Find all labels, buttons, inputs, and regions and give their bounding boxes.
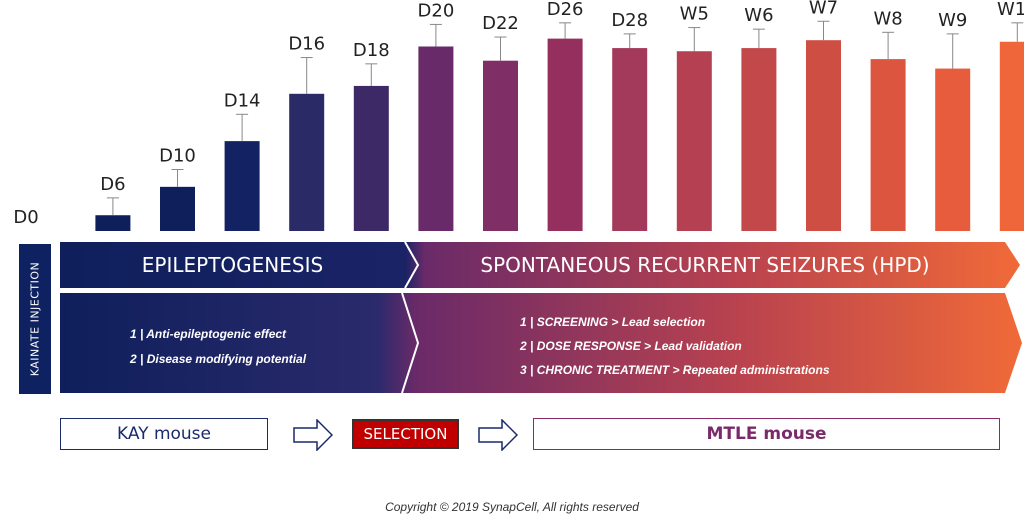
srs-item-1: 1 | SCREENING > Lead selection xyxy=(520,315,706,329)
bar-d14 xyxy=(224,141,260,231)
label-d20: D20 xyxy=(418,0,455,21)
label-d14: D14 xyxy=(224,90,261,111)
bar-w5 xyxy=(676,51,712,231)
srs-item-2: 2 | DOSE RESPONSE > Lead validation xyxy=(520,339,742,353)
bar-d16 xyxy=(289,93,325,231)
bar-w6 xyxy=(741,48,777,232)
label-w5: W5 xyxy=(680,4,709,25)
kay-mouse-box: KAY mouse xyxy=(60,418,268,450)
label-d28: D28 xyxy=(611,10,648,31)
bar-d10 xyxy=(160,186,195,231)
label-w6: W6 xyxy=(744,5,773,26)
label-w10: W10 xyxy=(997,0,1024,20)
label-d0: D0 xyxy=(13,207,38,228)
phase-banner xyxy=(60,242,1020,288)
bar-d6 xyxy=(95,215,131,231)
ep-item-1: 1 | Anti-epileptogenic effect xyxy=(130,327,287,341)
bar-w7 xyxy=(806,40,841,231)
epileptogenesis-items: 1 | Anti-epileptogenic effect 2 | Diseas… xyxy=(130,322,306,372)
label-d10: D10 xyxy=(159,146,196,167)
mtle-mouse-box: MTLE mouse xyxy=(533,418,1000,450)
arrow-right-icon xyxy=(293,419,333,451)
bar-d26 xyxy=(547,38,583,231)
kainate-injection-text: KAINATE INJECTION xyxy=(28,261,42,377)
bar-d20 xyxy=(418,46,454,231)
bar-d18 xyxy=(353,85,389,231)
kainate-injection-label: KAINATE INJECTION xyxy=(19,244,51,394)
bar-w9 xyxy=(935,68,971,231)
label-d6: D6 xyxy=(100,174,125,195)
ep-item-2: 2 | Disease modifying potential xyxy=(130,352,307,366)
selection-box: SELECTION xyxy=(352,419,459,449)
label-w8: W8 xyxy=(873,8,902,29)
details-banner xyxy=(60,293,1022,393)
label-w9: W9 xyxy=(938,10,967,31)
label-d22: D22 xyxy=(482,13,519,34)
epileptogenesis-title: EPILEPTOGENESIS xyxy=(141,253,324,277)
bar-d22 xyxy=(483,60,518,231)
label-w7: W7 xyxy=(809,0,838,18)
bar-w10 xyxy=(999,41,1024,232)
label-d26: D26 xyxy=(547,0,584,20)
label-d16: D16 xyxy=(288,34,325,55)
srs-item-3: 3 | CHRONIC TREATMENT > Repeated adminis… xyxy=(520,363,830,377)
bar-chart: D0 D6 D10 D14 D16 D18 D20 D22 D26 D28 W5 W6 W7 W8 W9 W1… xyxy=(13,0,1024,232)
bar-d28 xyxy=(612,48,648,232)
copyright: Copyright © 2019 SynapCell, All rights r… xyxy=(385,500,639,514)
bar-w8 xyxy=(870,59,906,231)
label-d18: D18 xyxy=(353,40,390,61)
arrow-right-icon xyxy=(478,419,518,451)
srs-title: SPONTANEOUS RECURRENT SEIZURES (HPD) xyxy=(480,253,930,277)
srs-items: 1 | SCREENING > Lead selection 2 | DOSE … xyxy=(520,310,830,382)
